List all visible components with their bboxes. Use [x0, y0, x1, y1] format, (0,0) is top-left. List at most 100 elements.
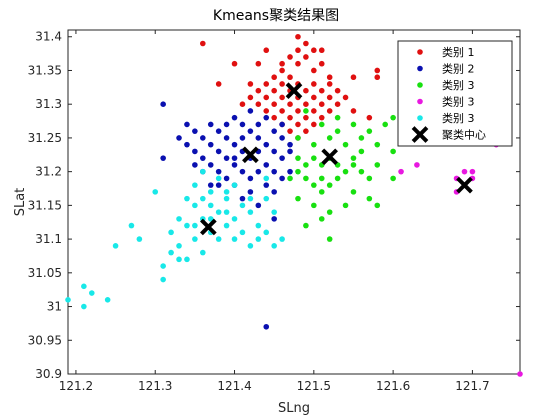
data-point-series-1	[303, 40, 309, 47]
centroid-marker	[456, 176, 473, 194]
data-point-series-5	[136, 236, 143, 242]
legend-label: 类别 2	[442, 62, 475, 76]
data-point-series-1	[303, 87, 309, 94]
data-point-series-1	[334, 101, 341, 107]
data-point-series-3	[334, 114, 341, 121]
y-tick-label: 31	[47, 300, 62, 314]
data-point-series-5	[176, 256, 182, 263]
data-point-series-3	[311, 155, 317, 161]
data-point-series-2	[287, 168, 293, 175]
data-point-series-1	[279, 81, 285, 87]
data-point-series-2	[239, 121, 246, 128]
data-point-series-3	[374, 162, 381, 168]
y-tick-label: 30.9	[35, 367, 62, 381]
data-point-series-5	[215, 236, 222, 242]
y-tick-label: 31.2	[35, 165, 62, 179]
data-point-series-5	[104, 297, 111, 303]
data-point-series-5	[239, 202, 246, 209]
data-point-series-5	[184, 195, 190, 202]
data-point-series-3	[295, 168, 301, 175]
data-point-series-5	[192, 202, 198, 209]
legend-label: 类别 3	[442, 78, 475, 92]
data-point-series-3	[318, 121, 325, 128]
data-point-series-1	[295, 47, 301, 54]
data-point-series-5	[223, 209, 230, 215]
points-layer	[65, 33, 523, 377]
y-axis-label: SLat	[13, 188, 28, 217]
data-point-series-2	[223, 121, 230, 128]
legend-label: 类别 1	[442, 45, 475, 59]
data-point-series-2	[231, 155, 238, 161]
legend-marker	[417, 82, 423, 88]
data-point-series-5	[263, 229, 270, 236]
data-point-series-1	[295, 33, 301, 40]
data-point-series-1	[287, 74, 293, 81]
data-point-series-3	[334, 128, 341, 134]
data-point-series-5	[231, 236, 238, 242]
data-point-series-2	[192, 128, 198, 134]
data-point-series-3	[295, 155, 301, 161]
data-point-series-3	[287, 175, 293, 182]
data-point-series-5	[263, 195, 270, 202]
data-point-series-1	[279, 60, 285, 67]
data-point-series-1	[311, 108, 317, 114]
data-point-series-1	[247, 94, 254, 101]
data-point-series-2	[239, 135, 246, 141]
data-point-series-1	[263, 94, 270, 101]
x-axis-label: SLng	[278, 401, 310, 416]
data-point-series-5	[152, 189, 159, 195]
data-point-series-3	[358, 135, 365, 141]
data-point-series-2	[200, 155, 206, 161]
data-point-series-5	[200, 249, 206, 256]
data-point-series-1	[326, 74, 333, 81]
data-point-series-2	[247, 108, 254, 114]
data-point-series-2	[279, 121, 285, 128]
y-tick-label: 31.15	[28, 198, 62, 212]
data-point-series-3	[318, 175, 325, 182]
data-point-series-1	[318, 60, 325, 67]
data-point-series-1	[311, 121, 317, 128]
data-point-series-3	[366, 128, 373, 134]
data-point-series-1	[374, 74, 381, 81]
y-tick-label: 31.4	[35, 30, 62, 44]
data-point-series-2	[239, 195, 246, 202]
x-tick-label: 121.4	[217, 379, 251, 393]
data-point-series-3	[390, 114, 396, 121]
data-point-series-5	[81, 283, 87, 290]
data-point-series-2	[271, 189, 277, 195]
data-point-series-1	[311, 94, 317, 101]
data-point-series-1	[318, 114, 325, 121]
centroid-marker	[321, 148, 339, 166]
x-tick-label: 121.2	[59, 379, 93, 393]
data-point-series-2	[263, 162, 270, 168]
legend-label: 类别 3	[442, 95, 475, 109]
data-point-series-3	[326, 135, 333, 141]
data-point-series-5	[271, 209, 277, 215]
data-point-series-1	[303, 101, 309, 107]
data-point-series-1	[350, 108, 357, 114]
data-point-series-5	[215, 175, 222, 182]
data-point-series-1	[279, 94, 285, 101]
data-point-series-3	[366, 175, 373, 182]
data-point-series-5	[247, 243, 254, 249]
data-point-series-1	[247, 81, 254, 87]
data-point-series-1	[311, 67, 317, 74]
x-axis: 121.2 121.3 121.4 121.5 121.6 121.7	[59, 30, 490, 393]
data-point-series-3	[295, 135, 301, 141]
data-point-series-5	[255, 236, 262, 242]
data-point-series-1	[326, 108, 333, 114]
data-point-series-5	[279, 236, 285, 242]
data-point-series-3	[326, 182, 333, 188]
data-point-series-3	[374, 202, 381, 209]
data-point-series-3	[326, 209, 333, 215]
data-point-series-2	[176, 135, 182, 141]
data-point-series-1	[263, 108, 270, 114]
centroid-marker	[200, 218, 217, 236]
data-point-series-1	[311, 47, 317, 54]
y-axis: 30.9 30.95 31 31.05 31.1 31.15 31.2 31.25 31.3 31…	[28, 30, 520, 381]
data-point-series-2	[255, 168, 262, 175]
data-point-series-2	[263, 182, 270, 188]
data-point-series-5	[112, 243, 119, 249]
data-point-series-1	[295, 108, 301, 114]
data-point-series-1	[239, 101, 246, 107]
